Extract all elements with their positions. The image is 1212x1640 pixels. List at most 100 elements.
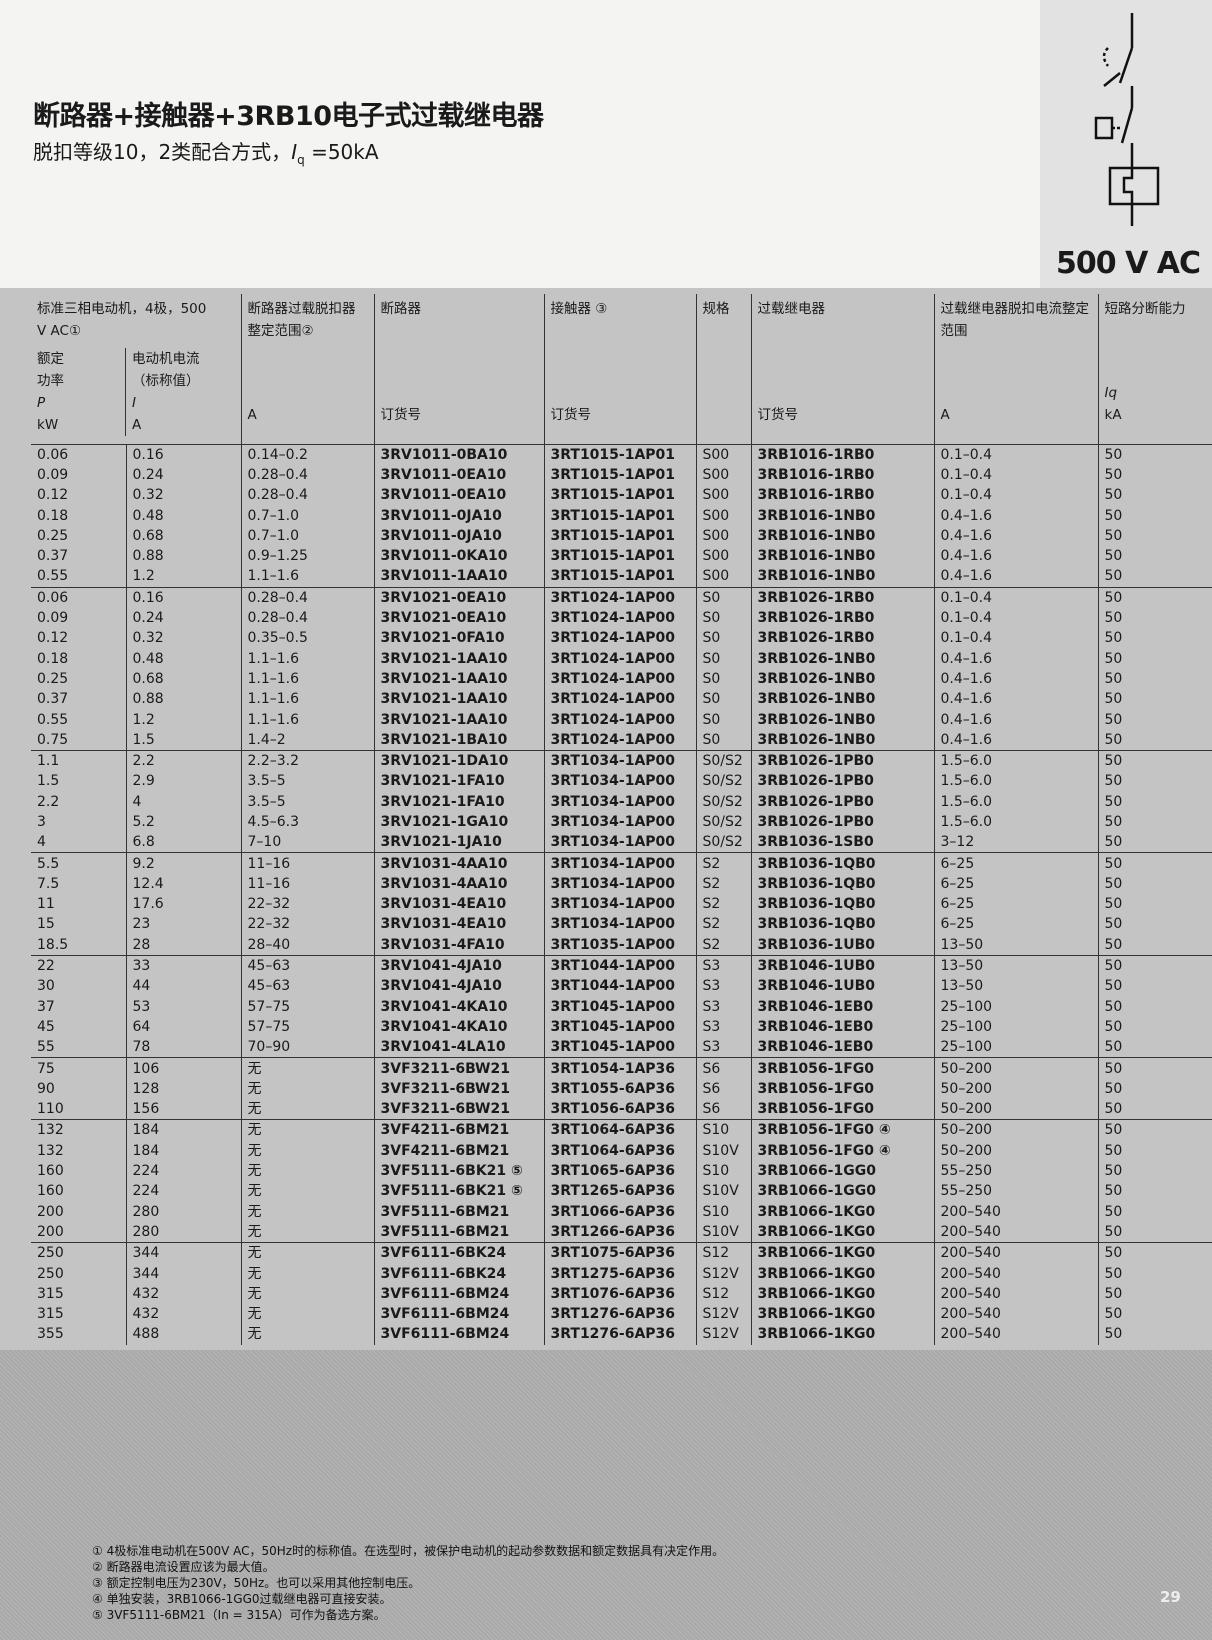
circuit-breaker-cell: 3RV1041-4KA10 [373,1016,544,1038]
breaking-capacity-cell: 50 [1097,976,1212,997]
table-row: 0.09 0.24 0.28–0.4 3RV1021-0EA10 3RT1024-1AP… [31,607,1212,629]
contactor-cell: 3RT1024-1AP00 [543,729,696,751]
cb-range-cell: 无 [240,1119,374,1141]
current-cell: 78 [125,1037,241,1058]
breaking-capacity-cell: 50 [1097,1201,1212,1222]
contactor-cell: 3RT1066-6AP36 [543,1201,696,1222]
relay-range-cell: 6–25 [933,873,1098,895]
overload-relay-cell: 3RB1026-1NB0 [750,668,934,690]
relay-label: 过载继电器 [757,301,826,317]
table-row: 200 280 无 3VF5111-6BM21 3RT1266-6AP36 S10V 3RB… [31,1221,1212,1243]
footnote: ⑤ 3VF5111-6BM21（In = 315A）可作为备选方案。 [92,1608,386,1622]
size-header: 规格 [695,294,751,444]
power-cell: 1.1 [31,749,126,772]
cb-range-cell: 0.7–1.0 [240,525,374,546]
size-cell: S0/S2 [695,811,751,833]
contactor-cell: 3RT1266-6AP36 [543,1221,696,1243]
contactor-cell: 3RT1056-6AP36 [543,1099,696,1120]
relay-range-unit: A [940,407,950,423]
breaking-capacity-cell: 50 [1097,505,1212,526]
overload-relay-cell: 3RB1036-1SB0 [750,832,934,853]
table-row: 250 344 无 3VF6111-6BK24 3RT1275-6AP36 S12V 3RB… [31,1263,1212,1284]
breaking-capacity-cell: 50 [1097,749,1212,772]
table-row: 30 44 45–63 3RV1041-4JA10 3RT1044-1AP00 S3 3RB… [31,976,1212,997]
table-row: 200 280 无 3VF5111-6BM21 3RT1066-6AP36 S10 3RB1… [31,1201,1212,1222]
current-cell: 224 [125,1181,241,1202]
current-symbol: I [132,395,136,411]
overload-relay-cell: 3RB1056-1FG0 ④ [750,1140,934,1161]
overload-relay-cell: 3RB1036-1QB0 [750,873,934,895]
size-cell: S3 [695,1037,751,1058]
contactor-cell: 3RT1276-6AP36 [543,1324,696,1345]
size-cell: S3 [695,976,751,997]
circuit-breaker-cell: 3VF6111-6BK24 [373,1263,544,1284]
circuit-breaker-cell: 3RV1031-4AA10 [373,852,544,874]
footnote: ③ 额定控制电压为230V，50Hz。也可以采用其他控制电压。 [92,1576,421,1590]
current-cell: 0.48 [125,505,241,526]
overload-relay-cell: 3RB1026-1PB0 [750,791,934,812]
power-cell: 0.06 [31,443,126,465]
circuit-breaker-cell: 3VF5111-6BM21 [373,1201,544,1222]
circuit-breaker-cell: 3RV1031-4EA10 [373,914,544,935]
cb-range-cell: 70–90 [240,1037,374,1058]
current-cell: 64 [125,1016,241,1038]
relay-unit: 订货号 [757,407,799,423]
page-number: 29 [1160,1588,1181,1606]
current-cell: 17.6 [125,894,241,915]
relay-range-cell: 55–250 [933,1160,1098,1182]
power-cell: 132 [37,1142,64,1159]
relay-range-cell: 0.1–0.4 [933,607,1098,629]
current-cell: 0.24 [125,607,241,629]
circuit-breaker-cell: 3VF3211-6BW21 [373,1099,544,1120]
overload-relay-cell: 3RB1066-1KG0 [750,1242,934,1264]
breaking-capacity-cell: 50 [1097,996,1212,1017]
contactor-cell: 3RT1034-1AP00 [543,894,696,915]
current-cell: 0.16 [125,443,241,465]
contactor-cell: 3RT1015-1AP01 [543,545,696,567]
contactor-cell: 3RT1045-1AP00 [543,1016,696,1038]
table-row: 0.75 1.5 1.4–2 3RV1021-1BA10 3RT1024-1AP00 S0… [31,729,1212,751]
cb-range-cell: 0.7–1.0 [240,505,374,526]
power-unit: kW [37,417,59,433]
table-row: 11 17.6 22–32 3RV1031-4EA10 3RT1034-1AP00 S2 3… [31,894,1212,915]
current-cell: 0.88 [125,689,241,710]
relay-range-cell: 50–200 [933,1119,1098,1141]
cb-range-cell: 28–40 [240,934,374,956]
relay-range-cell: 50–200 [933,1140,1098,1161]
overload-relay-cell: 3RB1016-1RB0 [750,485,934,506]
relay-range-cell: 0.1–0.4 [933,485,1098,506]
circuit-breaker-cell: 3RV1021-1FA10 [373,791,544,812]
power-cell: 132 [31,1119,126,1141]
relay-range-cell: 0.1–0.4 [933,464,1098,486]
footnote: ④ 单独安装，3RB1066-1GG0过载继电器可直接安装。 [92,1592,392,1606]
relay-range-cell: 13–50 [933,934,1098,956]
relay-range-cell: 0.1–0.4 [933,586,1098,608]
breaking-capacity-cell: 50 [1097,1263,1212,1284]
cb-range-cell: 无 [240,1099,374,1120]
power-cell: 160 [37,1163,64,1180]
table-row: 160 224 无 3VF5111-6BK21 ⑤ 3RT1265-6AP36 S10V 3… [31,1181,1212,1202]
size-cell: S12V [695,1324,751,1345]
power-cell: 315 [37,1306,64,1323]
table-row: 0.55 1.2 1.1–1.6 3RV1021-1AA10 3RT1024-1AP00… [31,709,1212,730]
breaking-capacity-cell: 50 [1097,1078,1212,1099]
table-row: 2.2 4 3.5–5 3RV1021-1FA10 3RT1034-1AP00 S0/S2… [31,791,1212,812]
current-cell: 488 [125,1324,241,1345]
cb-range-cell: 57–75 [240,1016,374,1038]
size-cell: S00 [695,443,751,465]
size-cell: S12 [695,1283,751,1304]
current-cell: 344 [125,1263,241,1284]
circuit-breaker-cell: 3VF3211-6BW21 [373,1078,544,1099]
cb-range-cell: 无 [240,1221,374,1243]
voltage-label: 500 V AC [1056,246,1201,281]
current-cell: 432 [125,1283,241,1304]
relay-range-cell: 200–540 [933,1303,1098,1325]
circuit-breaker-cell: 3RV1041-4JA10 [373,954,544,977]
overload-relay-cell: 3RB1026-1RB0 [750,586,934,608]
circuit-breaker-cell: 3RV1021-1BA10 [373,729,544,751]
current-cell: 1.5 [125,729,241,751]
power-cell: 18.5 [37,936,69,953]
cb-unit: 订货号 [380,407,422,423]
breaking-capacity-cell: 50 [1097,1099,1212,1120]
